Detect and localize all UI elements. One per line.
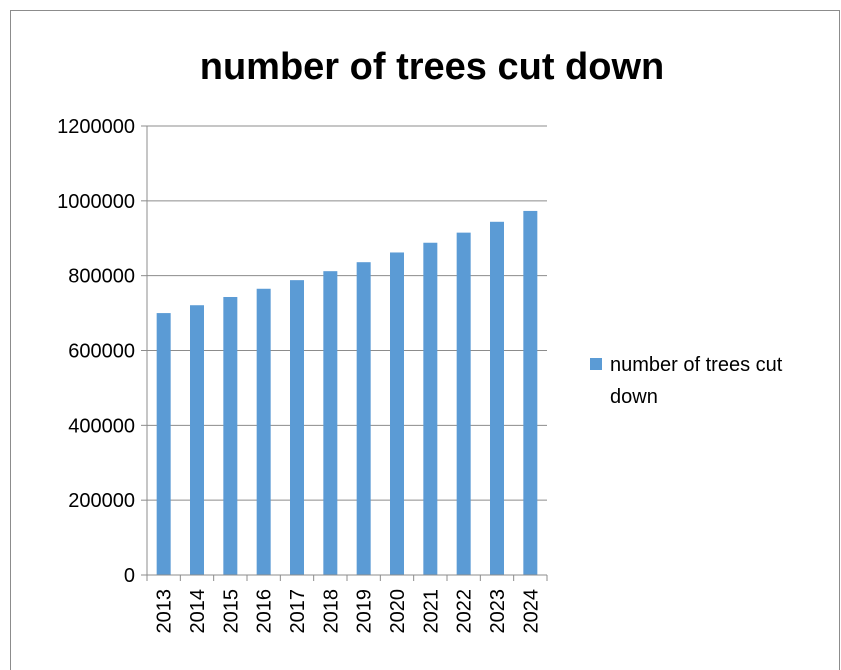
- legend: number of trees cut down: [590, 354, 783, 408]
- bar-2018: [323, 271, 337, 575]
- bar-2024: [523, 211, 537, 575]
- bar-2015: [223, 297, 237, 575]
- x-tick-label: 2024: [520, 589, 542, 634]
- chart-title: number of trees cut down: [200, 46, 664, 88]
- y-tick-label: 400000: [68, 415, 135, 437]
- bar-2016: [257, 289, 271, 575]
- bar-2017: [290, 280, 304, 575]
- x-axis: [147, 126, 547, 581]
- y-tick-label: 200000: [68, 490, 135, 512]
- x-tick-label: 2017: [287, 589, 309, 634]
- bar-2023: [490, 222, 504, 575]
- legend-label-line-1: number of trees cut: [610, 354, 783, 376]
- bar-chart: number of trees cut down 0 200000 400000 60…: [0, 0, 841, 655]
- legend-label-line-2: down: [610, 386, 658, 408]
- y-tick-label: 0: [124, 565, 135, 587]
- bar-2022: [457, 233, 471, 575]
- x-tick-label: 2013: [154, 589, 176, 634]
- y-tick-label: 800000: [68, 266, 135, 288]
- y-tick-label: 1200000: [57, 116, 135, 138]
- y-tick-label: 1000000: [57, 191, 135, 213]
- x-tick-label: 2014: [187, 589, 209, 634]
- bar-2013: [157, 313, 171, 575]
- legend-swatch: [590, 358, 602, 370]
- y-tick-label: 600000: [68, 341, 135, 363]
- x-tick-label: 2023: [487, 589, 509, 634]
- x-tick-label: 2018: [320, 589, 342, 634]
- bar-2021: [423, 243, 437, 575]
- x-tick-label: 2016: [254, 589, 276, 634]
- x-tick-label: 2022: [454, 589, 476, 634]
- x-tick-label: 2015: [220, 589, 242, 634]
- x-tick-label: 2021: [420, 589, 442, 634]
- bars: [157, 211, 538, 575]
- y-axis-ticks: 0 200000 400000 600000 800000 1000000 1200000: [57, 116, 147, 587]
- x-tick-label: 2019: [354, 589, 376, 634]
- x-axis-ticks: 2013 2014 2015 2016 2017 2018 2019 2020 2021 2022…: [154, 589, 543, 634]
- bar-2019: [357, 262, 371, 575]
- x-tick-label: 2020: [387, 589, 409, 634]
- bar-2014: [190, 305, 204, 575]
- bar-2020: [390, 252, 404, 575]
- gridlines: [147, 126, 547, 500]
